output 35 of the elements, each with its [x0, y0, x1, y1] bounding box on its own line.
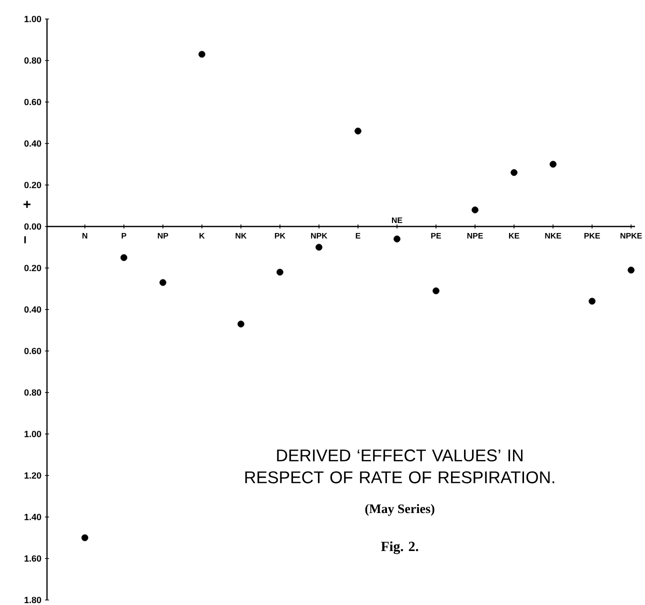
y-tick-label: 1.60 — [24, 555, 42, 562]
text: (May Series) — [365, 504, 434, 516]
point — [238, 320, 244, 328]
point — [354, 128, 362, 134]
y-tick-label: 0.60 — [24, 98, 42, 106]
y-tick-label: 1.20 — [24, 472, 42, 479]
annotation: Fig. 2. — [381, 541, 418, 554]
y-tick-label: 1.00 — [24, 430, 42, 438]
y-tick-label: 0.40 — [24, 140, 42, 147]
point — [510, 169, 518, 176]
y-tick-label: 0.60 — [24, 348, 42, 354]
text: − — [24, 236, 26, 244]
y-tick-label: 1.80 — [24, 596, 42, 604]
point — [432, 287, 440, 294]
text: DERIVED ‘EFFECT VALUES’ IN RESPECT OF RATE OF RESPIRATION. — [245, 449, 554, 484]
point — [81, 534, 88, 542]
y-tick-label: 0.40 — [24, 306, 42, 313]
y-tick-label: 0.80 — [24, 57, 42, 64]
text: + — [24, 200, 31, 208]
point — [394, 236, 400, 242]
point — [588, 298, 596, 305]
point — [628, 266, 635, 274]
point — [276, 268, 284, 276]
point — [120, 254, 128, 262]
y-tick-label: 1.00 — [24, 16, 42, 22]
point — [198, 50, 206, 58]
y-tick-label: 0.00 — [24, 223, 42, 230]
point — [550, 160, 556, 168]
point — [472, 206, 478, 214]
y-tick-label: 0.80 — [24, 389, 42, 396]
y-tick-label: 1.40 — [24, 514, 42, 520]
y-tick-label: 0.20 — [24, 182, 42, 188]
y-tick-label: 0.20 — [24, 264, 42, 272]
point — [159, 279, 166, 286]
point — [316, 244, 322, 251]
